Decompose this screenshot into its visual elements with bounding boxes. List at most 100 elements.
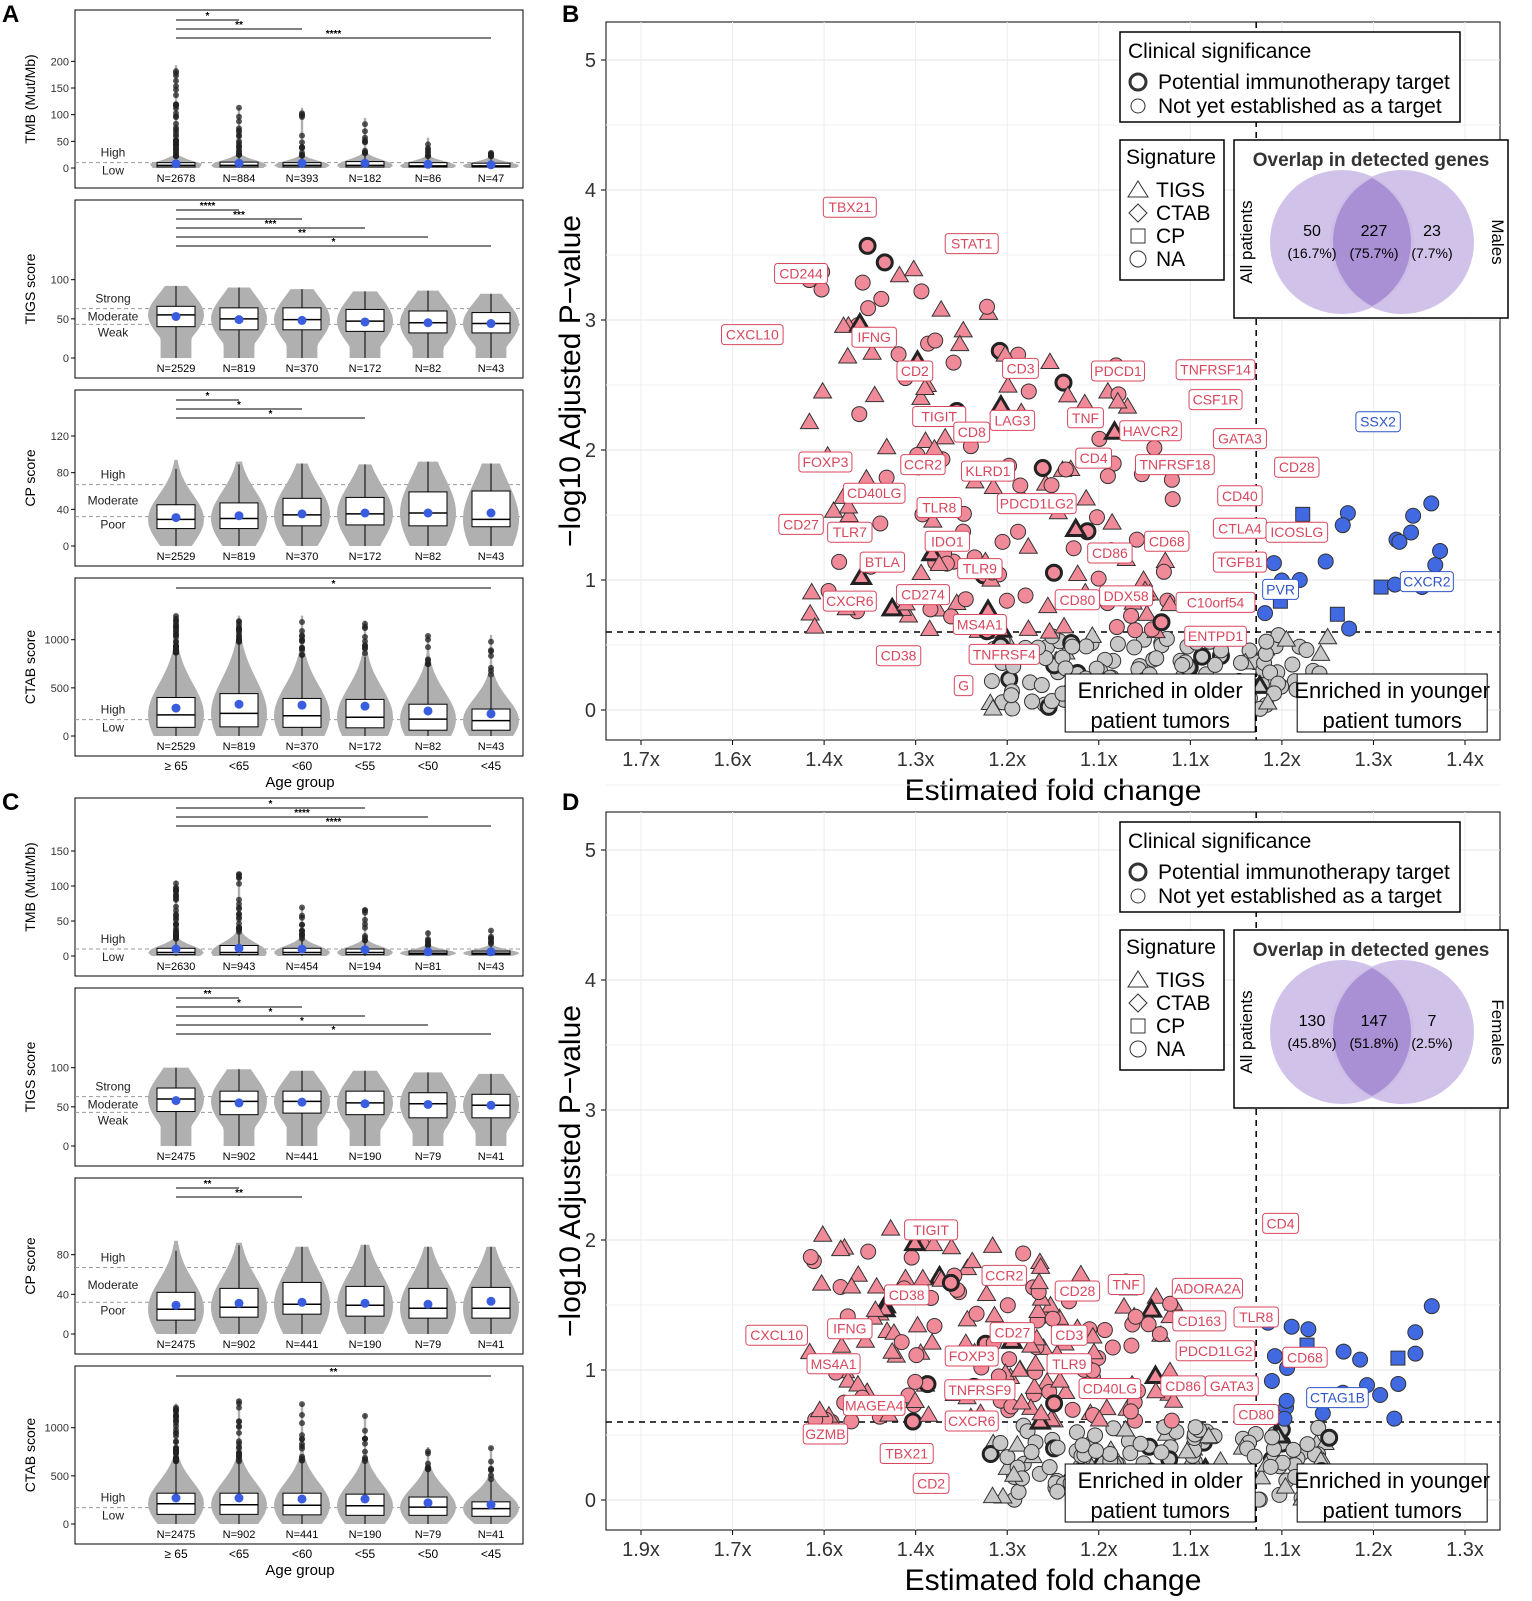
venn-overlap (1332, 178, 1412, 306)
gene-label: CD27 (783, 516, 819, 532)
x-tick-label: ≥ 65 (164, 1547, 188, 1561)
outlier-point (299, 632, 305, 639)
gene-label-box (924, 530, 971, 552)
zone-label: Poor (100, 1303, 125, 1317)
outlier-point (425, 936, 431, 943)
data-point (982, 1486, 1003, 1504)
gene-label: TLR8 (1239, 1309, 1273, 1325)
data-point (1123, 1337, 1140, 1354)
y-tick-label: 5 (585, 840, 596, 862)
data-point (999, 1297, 1016, 1314)
gene-label-box (1087, 542, 1133, 564)
data-point (1067, 564, 1088, 581)
data-point (1140, 1316, 1157, 1333)
y-tick-label: 5 (585, 50, 596, 72)
outlier-point (425, 942, 431, 949)
gene-label: TGFB1 (1217, 554, 1262, 570)
data-point (927, 332, 944, 349)
data-point (880, 1218, 901, 1236)
data-point (873, 290, 890, 307)
venn-count: 227 (1361, 223, 1388, 240)
data-point (1329, 606, 1345, 622)
older-annotation-box (1064, 1463, 1256, 1523)
outlier-point (362, 633, 368, 640)
y-tick-label: 2 (585, 440, 596, 462)
data-point (1258, 633, 1275, 650)
legend-title: Clinical significance (1128, 830, 1311, 853)
data-point (981, 1445, 1000, 1464)
x-tick-label: 1.4x (1446, 749, 1484, 771)
outlier-point (173, 70, 179, 77)
data-point (1276, 629, 1297, 647)
y-axis-label: −log10 Adjusted P−value (554, 215, 587, 547)
data-point (926, 1318, 943, 1335)
gene-label-box (827, 521, 873, 543)
data-point (831, 1335, 852, 1353)
outlier-point (236, 148, 242, 155)
venn-title: Overlap in detected genes (1253, 150, 1490, 171)
x-tick-label: 1.2x (1263, 749, 1301, 771)
data-point (1114, 1296, 1134, 1314)
data-point (915, 431, 936, 448)
y-tick-label: 1000 (45, 1423, 69, 1435)
outlier-point (299, 652, 305, 659)
zone-label: Weak (98, 1113, 129, 1127)
y-tick-label: 80 (57, 468, 69, 480)
mean-point (234, 158, 244, 168)
data-point (1054, 373, 1073, 392)
venn-count: 7 (1428, 1013, 1437, 1030)
outlier-point (236, 618, 242, 625)
gene-label-box (798, 451, 853, 473)
panel-d: 0 1 2 3 4 5 1.9x 1.7x 1.6x 1.4x 1.3x 1.2x 1.1x 1.1x 1.… (554, 784, 1509, 1597)
gene-label: CXCL10 (750, 1327, 803, 1343)
outlier-point (173, 627, 179, 634)
n-label: N=902 (223, 1151, 256, 1163)
outlier-point (173, 101, 179, 108)
gene-label: MAGEA4 (845, 1397, 904, 1413)
mean-point (171, 159, 181, 169)
outlier-point (488, 940, 494, 947)
gene-label-box (912, 1472, 950, 1494)
gene-label: CD4 (1267, 1215, 1295, 1231)
data-point (1028, 1301, 1048, 1319)
outlier-point (173, 86, 179, 93)
gene-label-box (720, 324, 784, 346)
data-point (1041, 1459, 1058, 1476)
gene-label: CXCR2 (1403, 574, 1451, 590)
significance-label: *** (233, 210, 245, 221)
legend-title: Signature (1126, 936, 1216, 959)
outlier-point (362, 1427, 368, 1434)
gene-label-box (957, 558, 1003, 580)
mean-point (360, 158, 370, 168)
data-point (957, 591, 974, 608)
outlier-point (425, 1464, 431, 1471)
data-point (983, 673, 1000, 690)
venn-right-label: Females (1488, 999, 1507, 1064)
legend-significance (1119, 821, 1461, 913)
gene-label: ENTPD1 (1188, 628, 1243, 644)
data-point (1087, 1427, 1104, 1444)
gene-label: CCR2 (904, 457, 942, 473)
data-point (1049, 1483, 1066, 1500)
gene-label: CTAG1B (1310, 1390, 1365, 1406)
zone-label: High (101, 146, 126, 160)
gene-label: CD68 (1149, 533, 1185, 549)
significance-label: * (269, 1007, 273, 1018)
mean-point (234, 315, 244, 325)
data-point (1148, 650, 1165, 667)
data-point (931, 299, 951, 317)
outlier-point (236, 896, 242, 903)
data-point (994, 533, 1011, 550)
n-label: N=2475 (157, 1339, 196, 1351)
gene-label: FOXP3 (949, 1348, 995, 1364)
n-label: N=82 (415, 363, 442, 375)
y-tick-label: 150 (51, 83, 69, 95)
gene-label: TNF (1113, 1277, 1140, 1293)
legend-square-icon (1130, 228, 1146, 244)
outlier-point (425, 1460, 431, 1467)
subplot-cp-score: CP score 0 40 80 High Moderate Poor N=2475 N=902… (22, 1177, 524, 1355)
outlier-point (362, 121, 368, 128)
data-point (1372, 1387, 1389, 1404)
outlier-point (299, 1435, 305, 1442)
